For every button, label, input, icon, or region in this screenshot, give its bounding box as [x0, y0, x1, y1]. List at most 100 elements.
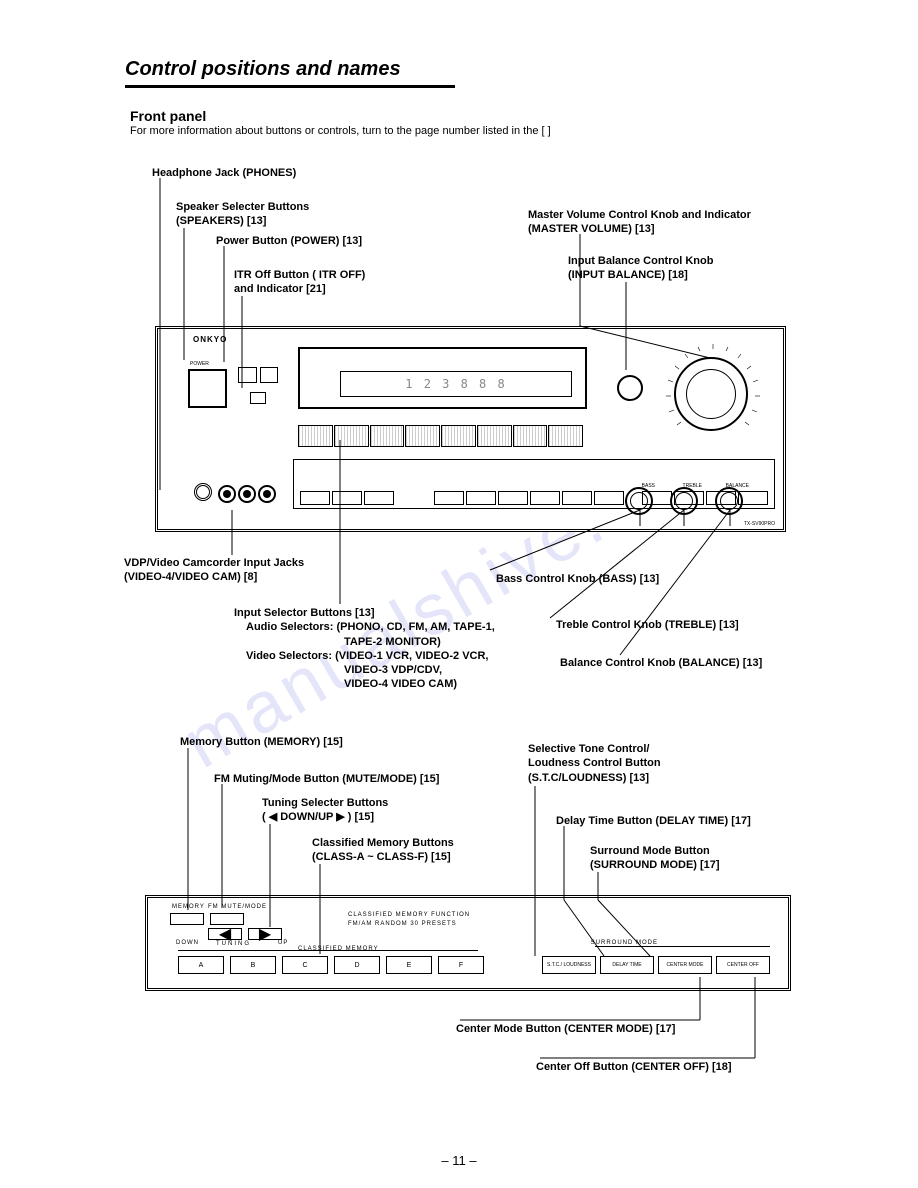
- video4-jack: [238, 485, 256, 503]
- display-panel: 1 2 3 8 8 8: [298, 347, 587, 409]
- input-selector-row: [298, 425, 583, 447]
- callout-headphone: Headphone Jack (PHONES): [152, 166, 296, 180]
- model-label: TX-SV90PRO: [744, 521, 775, 527]
- manual-page: manualshive.com Control positions and na…: [0, 0, 918, 1188]
- label-text: MEMORY: [172, 904, 205, 910]
- callout-delay: Delay Time Button (DELAY TIME) [17]: [556, 814, 751, 828]
- video4-jack: [258, 485, 276, 503]
- callout-line: Input Balance Control Knob: [568, 255, 713, 267]
- label-text: DOWN: [176, 940, 199, 946]
- label-text: CLASSIFIED MEMORY FUNCTION: [348, 912, 470, 918]
- lower-sub-panel: [293, 459, 775, 509]
- callout-line: (MASTER VOLUME) [13]: [528, 223, 655, 235]
- section-subtext: For more information about buttons or co…: [130, 125, 551, 137]
- callout-line: (INPUT BALANCE) [18]: [568, 269, 688, 281]
- power-button: [188, 369, 227, 408]
- lower-panel-diagram: MEMORY FM MUTE/MODE ◀ ▶ DOWN TUNING UP C…: [145, 895, 791, 991]
- page-title: Control positions and names: [125, 58, 455, 81]
- class-button: A: [178, 956, 224, 974]
- callout-line: Selective Tone Control/: [528, 743, 649, 755]
- callout-line: (SPEAKERS) [13]: [176, 215, 266, 227]
- label-text: FM/AM RANDOM 30 PRESETS: [348, 921, 457, 927]
- callout-line: ( ◀ DOWN/UP ▶ ) [15]: [262, 811, 374, 823]
- callout-line: (PHONO, CD, FM, AM, TAPE-1,: [336, 621, 494, 633]
- treble-knob: [670, 487, 698, 515]
- label-text: CLASSIFIED MEMORY: [298, 946, 379, 952]
- bass-knob: [625, 487, 653, 515]
- callout-line: Classified Memory Buttons: [312, 837, 454, 849]
- class-button: C: [282, 956, 328, 974]
- label-text: UP: [278, 940, 288, 946]
- callout-line: VDP/Video Camcorder Input Jacks: [124, 557, 304, 569]
- callout-line: VIDEO-4 VIDEO CAM): [344, 678, 457, 690]
- section-subtitle: Front panel: [130, 108, 206, 124]
- brand-label: ONKYO: [193, 335, 227, 344]
- callout-center-mode: Center Mode Button (CENTER MODE) [17]: [456, 1022, 675, 1036]
- memory-button: [170, 913, 204, 925]
- tuning-up-button: ▶: [248, 928, 282, 940]
- title-underline: [125, 85, 455, 88]
- callout-speakers: Speaker Selecter Buttons (SPEAKERS) [13]: [176, 200, 309, 229]
- center-mode-button: CENTER MODE: [658, 956, 712, 974]
- video4-jack: [218, 485, 236, 503]
- callout-vdp: VDP/Video Camcorder Input Jacks (VIDEO-4…: [124, 556, 304, 585]
- callout-class: Classified Memory Buttons (CLASS-A ~ CLA…: [312, 836, 454, 865]
- callout-line: VIDEO-3 VDP/CDV,: [344, 664, 442, 676]
- callout-line: Speaker Selecter Buttons: [176, 201, 309, 213]
- balance-knob: [715, 487, 743, 515]
- callout-treble: Treble Control Knob (TREBLE) [13]: [556, 618, 739, 632]
- callout-line: (SURROUND MODE) [17]: [590, 859, 720, 871]
- callout-label: Audio Selectors:: [246, 621, 333, 633]
- delay-time-button: DELAY TIME: [600, 956, 654, 974]
- itr-button: [250, 392, 266, 404]
- callout-line: TAPE-2 MONITOR): [344, 636, 441, 648]
- label-text: FM MUTE/MODE: [208, 904, 267, 910]
- callout-input-balance: Input Balance Control Knob (INPUT BALANC…: [568, 254, 713, 283]
- stc-loudness-button: S.T.C./ LOUDNESS: [542, 956, 596, 974]
- callout-line: Input Selector Buttons [13]: [234, 607, 375, 619]
- knob-label: BALANCE: [726, 483, 749, 489]
- callout-line: and Indicator [21]: [234, 283, 326, 295]
- phones-jack: [194, 483, 212, 501]
- master-volume-knob: [674, 357, 748, 431]
- class-button-row: A B C D E F: [178, 956, 484, 974]
- callout-input-selectors: Input Selector Buttons [13] Audio Select…: [234, 606, 495, 692]
- callout-line: Loudness Control Button: [528, 757, 661, 769]
- callout-balance: Balance Control Knob (BALANCE) [13]: [560, 656, 762, 670]
- callout-line: (S.T.C/LOUDNESS) [13]: [528, 772, 649, 784]
- center-off-button: CENTER OFF: [716, 956, 770, 974]
- callout-power: Power Button (POWER) [13]: [216, 234, 362, 248]
- callout-itr: ITR Off Button ( ITR OFF) and Indicator …: [234, 268, 365, 297]
- callout-line: Surround Mode Button: [590, 845, 710, 857]
- surround-button-row: S.T.C./ LOUDNESS DELAY TIME CENTER MODE …: [542, 956, 770, 974]
- callout-line: (CLASS-A ~ CLASS-F) [15]: [312, 851, 451, 863]
- callout-stc: Selective Tone Control/ Loudness Control…: [528, 742, 661, 785]
- callout-line: Master Volume Control Knob and Indicator: [528, 209, 751, 221]
- callout-surround: Surround Mode Button (SURROUND MODE) [17…: [590, 844, 720, 873]
- class-button: D: [334, 956, 380, 974]
- display-digits: 1 2 3 8 8 8: [340, 371, 572, 397]
- callout-label: Video Selectors:: [246, 650, 332, 662]
- receiver-diagram: ONKYO 1 2 3 8 8 8: [155, 326, 786, 532]
- input-balance-knob: [617, 375, 643, 401]
- label-text: TUNING: [216, 941, 251, 947]
- callout-fm-mute: FM Muting/Mode Button (MUTE/MODE) [15]: [214, 772, 439, 786]
- page-number: – 11 –: [0, 1153, 918, 1168]
- class-button: E: [386, 956, 432, 974]
- callout-line: (VIDEO-4/VIDEO CAM) [8]: [124, 571, 257, 583]
- callout-bass: Bass Control Knob (BASS) [13]: [496, 572, 659, 586]
- speaker-buttons: [238, 367, 278, 383]
- callout-tuning: Tuning Selecter Buttons ( ◀ DOWN/UP ▶ ) …: [262, 796, 388, 825]
- tuning-down-button: ◀: [208, 928, 242, 940]
- knob-label: BASS: [642, 483, 655, 489]
- class-button: F: [438, 956, 484, 974]
- callout-master-volume: Master Volume Control Knob and Indicator…: [528, 208, 751, 237]
- callout-line: ITR Off Button ( ITR OFF): [234, 269, 365, 281]
- tuning-buttons: ◀ ▶: [208, 928, 282, 940]
- callout-line: (VIDEO-1 VCR, VIDEO-2 VCR,: [335, 650, 488, 662]
- knob-label: TREBLE: [683, 483, 702, 489]
- callout-center-off: Center Off Button (CENTER OFF) [18]: [536, 1060, 732, 1074]
- class-button: B: [230, 956, 276, 974]
- callout-memory: Memory Button (MEMORY) [15]: [180, 735, 343, 749]
- callout-line: Tuning Selecter Buttons: [262, 797, 388, 809]
